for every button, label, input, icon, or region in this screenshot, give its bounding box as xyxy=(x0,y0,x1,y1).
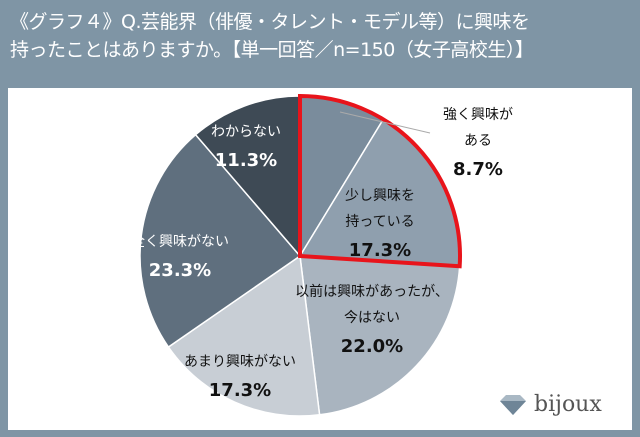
slice-value-1: 17.3% xyxy=(349,240,411,261)
slice-value-4: 23.3% xyxy=(149,260,211,281)
slice-label-5: わからない xyxy=(211,124,281,140)
slice-value-0: 8.7% xyxy=(453,159,503,180)
logo-text: bijoux xyxy=(534,392,602,417)
bijoux-logo: bijoux xyxy=(498,392,602,417)
highlight-outline xyxy=(298,93,462,269)
slice-value-5: 11.3% xyxy=(215,150,277,171)
slice-value-2: 22.0% xyxy=(341,336,403,357)
title-line-1: 《グラフ４》Q.芸能界（俳優・タレント・モデル等）に興味を xyxy=(10,11,530,33)
pie-slice-5 xyxy=(194,95,301,259)
slice-label-0: 強く興味が xyxy=(443,107,513,123)
pie-slice-3 xyxy=(167,254,321,417)
chart-title: 《グラフ４》Q.芸能界（俳優・タレント・モデル等）に興味を 持ったことはあります… xyxy=(10,8,534,64)
pie-slice-4 xyxy=(139,133,302,349)
slice-label-1: 少し興味を xyxy=(345,188,415,204)
leader-line xyxy=(339,111,431,134)
slice-label-2: 以前は興味があったが、 xyxy=(295,283,449,300)
slice-label-4: 全く興味がない xyxy=(131,233,229,250)
slice-label-0: ある xyxy=(464,133,492,149)
title-line-2: 持ったことはありますか。【単一回答／n=150（女子高校生）】 xyxy=(10,39,534,61)
slice-label-1: 持っている xyxy=(345,214,414,230)
slice-value-3: 17.3% xyxy=(209,380,271,401)
slice-label-3: あまり興味がない xyxy=(184,354,296,370)
diamond-icon xyxy=(500,394,526,415)
pie-slice-2 xyxy=(299,255,461,416)
slice-label-2: 今はない xyxy=(344,310,400,326)
